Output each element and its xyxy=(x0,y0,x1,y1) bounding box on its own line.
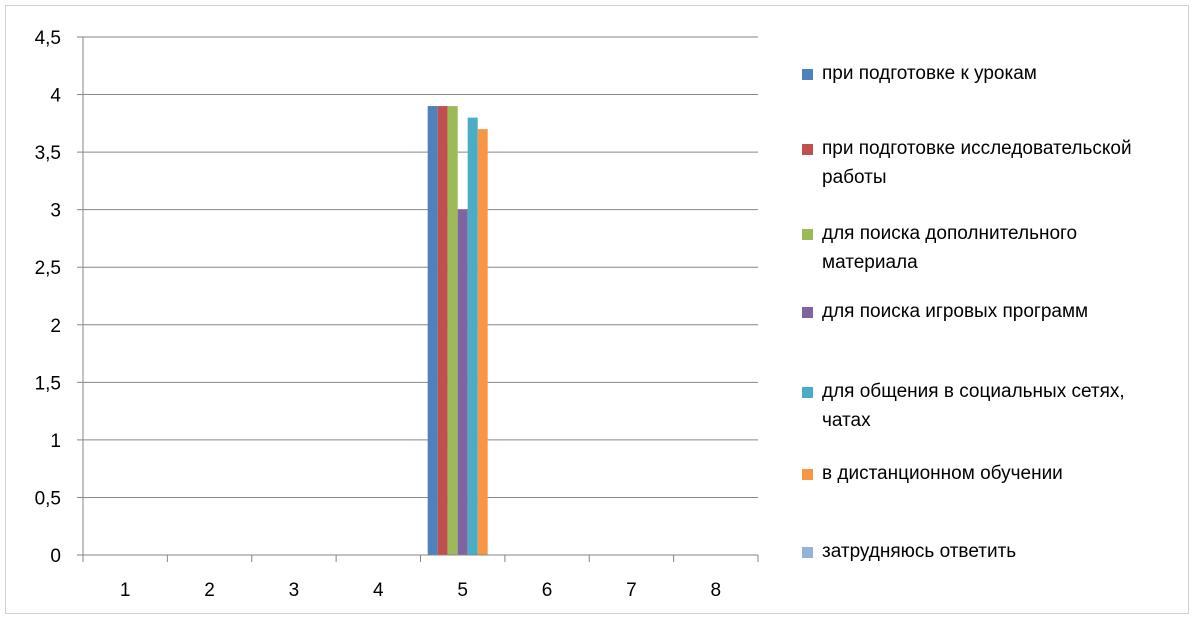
x-tick-label: 2 xyxy=(204,580,215,601)
x-tick-label: 5 xyxy=(457,580,468,601)
y-tick-label: 2 xyxy=(50,316,61,337)
legend: при подготовке к урокам при подготовке ис… xyxy=(802,0,1182,619)
y-tick-labels: 0 0,5 1 1,5 2 2,5 3 3,5 4 4,5 xyxy=(35,28,62,567)
axes xyxy=(82,37,759,562)
legend-swatch xyxy=(802,307,813,318)
x-tick-label: 6 xyxy=(542,580,553,601)
legend-label: затрудняюсь ответить xyxy=(822,541,1017,562)
legend-swatch xyxy=(802,69,813,80)
bar xyxy=(437,106,448,556)
bar xyxy=(427,106,438,556)
bar xyxy=(467,117,478,556)
legend-swatch xyxy=(802,144,813,155)
legend-label: для поиска игровых программ xyxy=(822,301,1089,322)
legend-label: при подготовке исследовательской работы xyxy=(822,138,1132,188)
x-tick-label: 4 xyxy=(373,580,384,601)
legend-label: в дистанционном обучении xyxy=(822,463,1063,484)
y-tick-label: 2,5 xyxy=(35,258,61,279)
x-tick-label: 1 xyxy=(120,580,131,601)
legend-item: в дистанционном обучении xyxy=(802,462,1162,488)
y-tick-label: 0,5 xyxy=(35,488,61,509)
legend-swatch xyxy=(802,387,813,398)
legend-item: для поиска игровых программ xyxy=(802,300,1162,326)
x-tick-label: 8 xyxy=(711,580,722,601)
legend-item: затрудняюсь ответить xyxy=(802,540,1162,566)
y-tick-label: 1,5 xyxy=(35,373,61,394)
legend-item: при подготовке исследовательской работы xyxy=(802,137,1162,192)
x-tick-labels: 1 2 3 4 5 6 7 8 xyxy=(120,580,721,601)
chart-frame xyxy=(5,5,1189,614)
gridlines xyxy=(77,36,758,556)
legend-item: для общения в социальных сетях, чатах xyxy=(802,380,1162,435)
y-tick-label: 1 xyxy=(50,431,61,452)
legend-label: при подготовке к урокам xyxy=(822,63,1037,84)
bar-chart: 0 0,5 1 1,5 2 2,5 3 3,5 4 4,5 1 2 3 4 5 6 7 8 xyxy=(35,28,759,601)
x-tick-label: 7 xyxy=(626,580,637,601)
bar xyxy=(447,106,458,556)
legend-item: для поиска дополнительного материала xyxy=(802,222,1162,277)
legend-item: при подготовке к урокам xyxy=(802,62,1162,88)
legend-swatch xyxy=(802,469,813,480)
legend-label: для поиска дополнительного материала xyxy=(822,223,1078,273)
bar xyxy=(457,209,468,555)
x-tick-label: 3 xyxy=(289,580,300,601)
legend-swatch xyxy=(802,229,813,240)
y-tick-label: 0 xyxy=(50,546,61,567)
bar xyxy=(477,129,488,556)
y-tick-label: 3,5 xyxy=(35,143,61,164)
y-tick-label: 4,5 xyxy=(35,28,61,49)
legend-swatch xyxy=(802,547,813,558)
legend-label: для общения в социальных сетях, чатах xyxy=(822,381,1125,431)
y-tick-label: 3 xyxy=(50,201,61,222)
bars xyxy=(427,106,488,556)
y-tick-label: 4 xyxy=(50,86,61,107)
